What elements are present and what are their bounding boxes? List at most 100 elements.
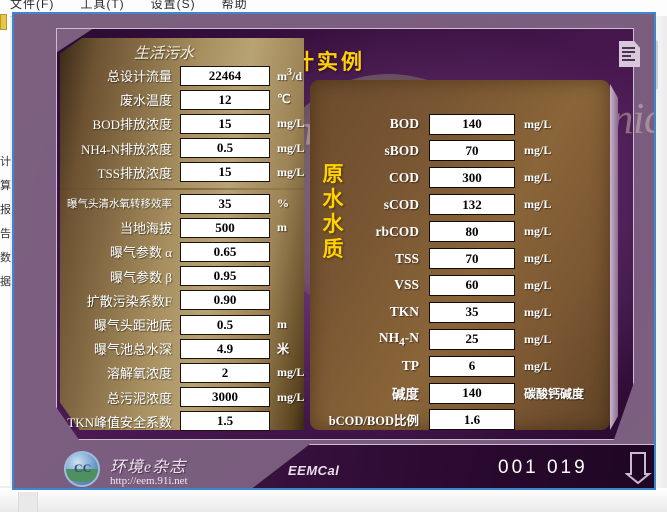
waterquality-label: TP — [401, 358, 419, 374]
parameter-input[interactable]: 15 — [180, 162, 270, 183]
vertical-label-char: 质 — [322, 237, 344, 261]
waterquality-input[interactable]: 60 — [429, 274, 515, 296]
waterquality-unit: mg/L — [524, 197, 552, 212]
waterquality-input[interactable]: 140 — [429, 382, 515, 404]
parameter-unit: mg/L — [277, 389, 305, 404]
left-panel-heading: 生活污水 — [133, 46, 194, 62]
waterquality-unit: mg/L — [524, 143, 552, 158]
waterquality-row: sCOD 132 mg/L — [317, 192, 551, 218]
parameter-input[interactable]: 0.65 — [180, 241, 270, 262]
waterquality-input[interactable]: 70 — [429, 248, 515, 269]
parameter-input[interactable]: 35 — [180, 193, 270, 214]
parameter-input[interactable]: 2 — [180, 362, 270, 383]
waterquality-input[interactable]: 1.6 — [429, 409, 515, 431]
waterquality-input[interactable]: 132 — [429, 194, 515, 216]
waterquality-row: COD 300 mg/L — [317, 165, 551, 191]
parameter-row: 总污泥浓度 3000 mg/L — [64, 386, 304, 409]
menu-item-settings[interactable]: 设置(S) — [150, 0, 196, 11]
brand-url[interactable]: http://eem.91i.net — [110, 475, 188, 487]
waterquality-unit: mg/L — [524, 116, 552, 131]
parameter-label: 曝气参数 β — [110, 269, 172, 285]
menu-item-file[interactable]: 文件(F) — [10, 0, 55, 11]
parameter-row: 曝气头距池底 0.5 m — [64, 313, 287, 336]
parameter-input[interactable]: 1.5 — [180, 411, 270, 432]
waterquality-row: sBOD 70 mg/L — [317, 138, 551, 164]
page-number: 001 019 — [498, 457, 588, 478]
parameter-label: 总污泥浓度 — [106, 390, 172, 406]
waterquality-row: TKN 35 mg/L — [317, 299, 551, 325]
logo-globe-shape — [66, 469, 98, 482]
waterquality-input[interactable]: 70 — [429, 140, 515, 162]
waterquality-label: NH4-N — [378, 329, 419, 349]
parameter-input[interactable]: 500 — [180, 217, 270, 238]
document-icon[interactable] — [619, 41, 640, 67]
background-side-labels: 计算报告数据 — [0, 156, 11, 288]
slide-selection-border[interactable] — [12, 12, 656, 490]
parameter-row: 曝气池总水深 4.9 米 — [64, 337, 289, 360]
waterquality-row: TSS 70 mg/L — [317, 246, 551, 272]
vertical-label-char: 水 — [322, 187, 344, 211]
parameter-input[interactable]: 3000 — [180, 387, 270, 408]
parameter-row: 当地海拔 500 m — [64, 216, 287, 239]
waterquality-unit: mg/L — [524, 331, 552, 346]
parameter-row: 曝气头清水氧转移效率 35% — [64, 192, 289, 215]
parameter-input[interactable]: 0.95 — [180, 266, 270, 287]
parameter-unit: m — [277, 220, 287, 235]
vertical-label-char: 原 — [322, 162, 344, 186]
waterquality-unit: mg/L — [524, 358, 552, 373]
parameter-label: 曝气池总水深 — [93, 342, 172, 358]
slide-canvas[interactable]: Environment Electronic Magazine ★ 环境 设计实… — [14, 14, 654, 488]
background-left-strip — [0, 16, 10, 486]
parameter-input[interactable]: 4.9 — [180, 338, 270, 359]
parameter-input[interactable]: 0.90 — [180, 290, 270, 311]
waterquality-label: 碱度 — [392, 387, 419, 402]
parameter-label: 总设计流量 — [106, 69, 172, 84]
waterquality-row: 碱度 140 碳酸钙碱度 — [317, 380, 584, 406]
waterquality-input[interactable]: 6 — [429, 355, 515, 377]
waterquality-row: BOD 140 mg/L — [317, 111, 551, 137]
background-menu-items[interactable]: 文件(F) 工具(T) 设置(S) 帮助 — [10, 0, 274, 12]
waterquality-row: rbCOD 80 mg/L — [317, 219, 551, 245]
parameter-label: TSS排放浓度 — [97, 165, 172, 181]
waterquality-unit: mg/L — [524, 304, 552, 319]
parameter-input[interactable]: 12 — [180, 89, 270, 110]
waterquality-unit: mg/L — [524, 277, 552, 292]
waterquality-input[interactable]: 140 — [429, 113, 515, 135]
background-bottom-bar — [0, 488, 667, 512]
parameter-input[interactable]: 0.5 — [180, 314, 270, 335]
waterquality-input[interactable]: 300 — [429, 167, 515, 189]
parameter-row: 废水温度 12 ℃ — [64, 88, 290, 111]
vertical-label-char: 水 — [322, 212, 344, 236]
parameter-input[interactable]: 15 — [180, 113, 270, 134]
left-panel-divider — [60, 188, 304, 190]
waterquality-row: TP 6 mg/L — [317, 353, 551, 379]
parameter-unit: mg/L — [277, 140, 305, 155]
menu-item-help[interactable]: 帮助 — [221, 0, 248, 11]
waterquality-label: sBOD — [384, 142, 419, 158]
parameter-unit: mg/L — [277, 365, 305, 380]
parameter-row: 扩散污染系数F 0.90 — [64, 289, 277, 312]
logo-monogram: CC — [74, 461, 92, 475]
waterquality-label: VSS — [394, 277, 419, 293]
waterquality-input[interactable]: 25 — [429, 328, 515, 350]
parameter-input[interactable]: 0.5 — [180, 138, 270, 159]
parameter-unit: ℃ — [277, 92, 291, 107]
parameter-input[interactable]: 22464 — [180, 65, 270, 86]
parameter-label: 废水温度 — [119, 93, 172, 109]
waterquality-input[interactable]: 80 — [429, 221, 515, 243]
background-yellow-tab[interactable] — [0, 14, 7, 30]
parameter-row: NH4-N排放浓度 0.5 mg/L — [64, 137, 304, 160]
menu-item-tools[interactable]: 工具(T) — [80, 0, 125, 11]
waterquality-label: TKN — [389, 304, 419, 320]
parameter-label: BOD排放浓度 — [92, 117, 172, 133]
content-panel-corner — [56, 28, 97, 71]
parameter-label: 曝气参数 α — [109, 245, 172, 261]
waterquality-label: BOD — [389, 116, 419, 131]
waterquality-input[interactable]: 35 — [429, 301, 515, 323]
background-bottom-tab[interactable] — [18, 492, 38, 512]
parameter-label: 曝气头距池底 — [93, 318, 172, 333]
waterquality-unit: mg/L — [524, 224, 552, 239]
brand-name: 环境e杂志 — [110, 459, 187, 476]
arrow-down-right-icon[interactable] — [625, 450, 653, 484]
parameter-row: 曝气参数 α 0.65 — [64, 240, 277, 263]
